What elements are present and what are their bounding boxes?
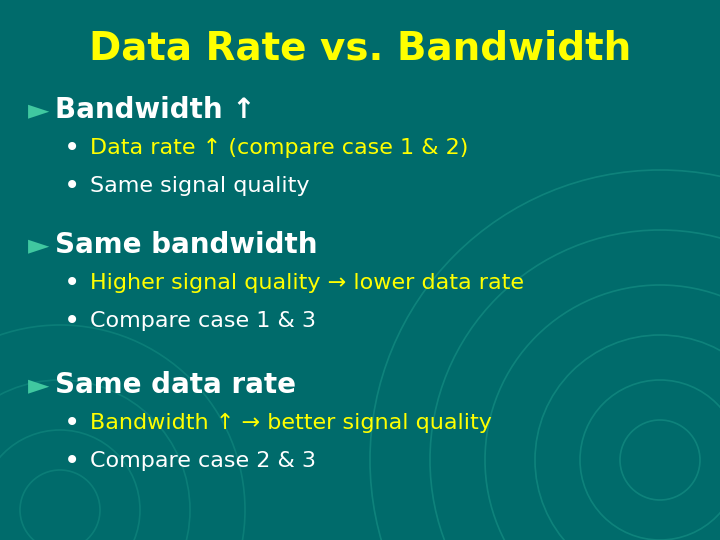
Text: •: •: [64, 269, 80, 297]
Text: Compare case 1 & 3: Compare case 1 & 3: [90, 311, 316, 331]
Text: ►: ►: [28, 371, 50, 399]
Text: ►: ►: [28, 96, 50, 124]
Text: Compare case 2 & 3: Compare case 2 & 3: [90, 451, 316, 471]
Text: •: •: [64, 307, 80, 335]
Text: ►: ►: [28, 231, 50, 259]
Text: •: •: [64, 447, 80, 475]
Text: Same bandwidth: Same bandwidth: [55, 231, 318, 259]
Text: Bandwidth ↑ → better signal quality: Bandwidth ↑ → better signal quality: [90, 413, 492, 433]
Text: Higher signal quality → lower data rate: Higher signal quality → lower data rate: [90, 273, 524, 293]
Text: •: •: [64, 172, 80, 200]
Text: Same signal quality: Same signal quality: [90, 176, 310, 196]
Text: •: •: [64, 409, 80, 437]
Text: Same data rate: Same data rate: [55, 371, 296, 399]
Text: Bandwidth ↑: Bandwidth ↑: [55, 96, 256, 124]
Text: Data Rate vs. Bandwidth: Data Rate vs. Bandwidth: [89, 30, 631, 68]
Text: Data rate ↑ (compare case 1 & 2): Data rate ↑ (compare case 1 & 2): [90, 138, 469, 158]
Text: •: •: [64, 134, 80, 162]
